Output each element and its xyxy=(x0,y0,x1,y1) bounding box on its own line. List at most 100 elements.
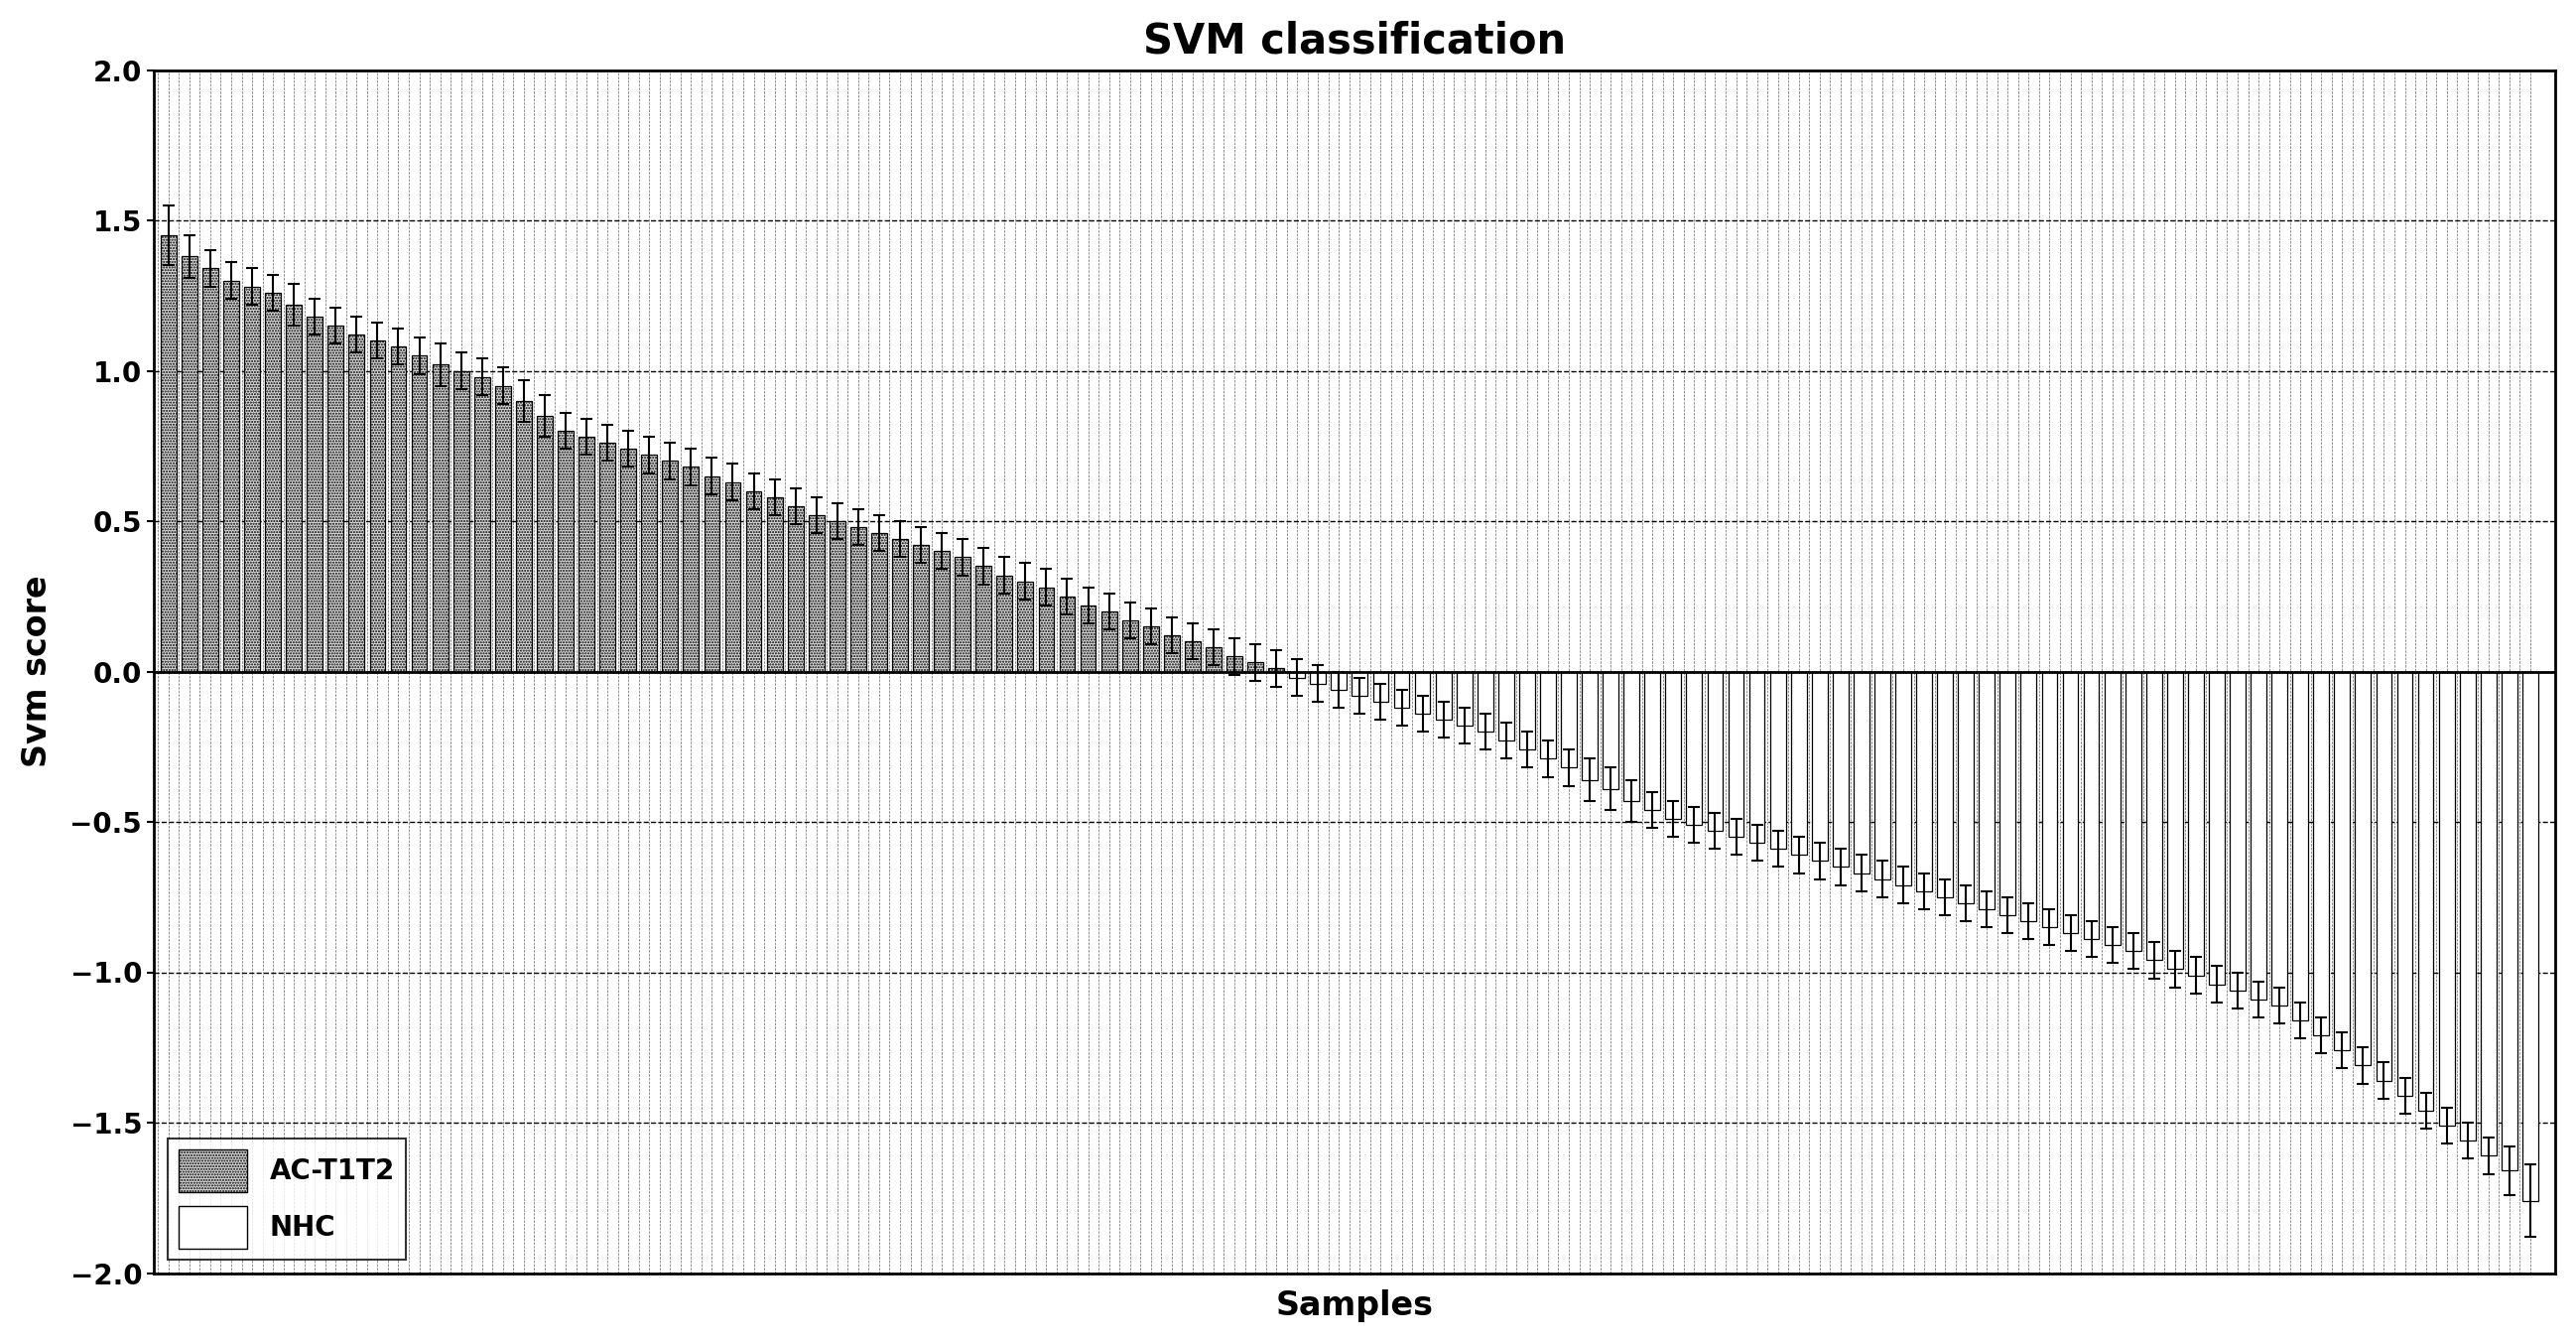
Bar xyxy=(1038,587,1054,672)
Bar xyxy=(768,497,783,672)
Bar xyxy=(1332,672,1347,689)
Bar xyxy=(2105,672,2120,945)
Bar xyxy=(1540,672,1556,759)
Bar xyxy=(703,475,719,672)
Bar xyxy=(2334,672,2349,1050)
Bar xyxy=(224,281,240,672)
Bar xyxy=(2293,672,2308,1021)
Bar xyxy=(956,557,971,672)
Bar xyxy=(724,482,742,672)
Bar xyxy=(2208,672,2226,984)
Bar xyxy=(433,365,448,672)
Bar xyxy=(1811,672,1826,861)
Bar xyxy=(412,356,428,672)
Bar xyxy=(1958,672,1973,902)
Bar xyxy=(1206,647,1221,672)
Bar xyxy=(2439,672,2455,1125)
Bar xyxy=(997,575,1012,672)
Bar xyxy=(160,235,175,672)
Bar xyxy=(683,467,698,672)
Bar xyxy=(2375,672,2391,1081)
Bar xyxy=(2398,672,2414,1096)
X-axis label: Samples: Samples xyxy=(1275,1289,1432,1323)
Bar xyxy=(912,545,930,672)
Bar xyxy=(474,377,489,672)
Bar xyxy=(1708,672,1723,831)
Bar xyxy=(495,385,510,672)
Bar xyxy=(2043,672,2058,927)
Bar xyxy=(515,400,531,672)
Bar xyxy=(2460,672,2476,1140)
Bar xyxy=(1875,672,1891,880)
Bar xyxy=(871,533,886,672)
Bar xyxy=(1832,672,1850,868)
Bar xyxy=(1100,611,1118,672)
Bar xyxy=(2419,672,2434,1111)
Bar xyxy=(1185,642,1200,672)
Bar xyxy=(1311,672,1327,684)
Bar xyxy=(1164,635,1180,672)
Bar xyxy=(850,528,866,672)
Bar xyxy=(1455,672,1471,725)
Bar xyxy=(1144,626,1159,672)
Bar xyxy=(2166,672,2182,970)
Bar xyxy=(2020,672,2038,921)
Bar xyxy=(265,293,281,672)
Bar xyxy=(976,567,992,672)
Bar xyxy=(935,551,951,672)
Bar xyxy=(1728,672,1744,837)
Bar xyxy=(1123,620,1139,672)
Bar xyxy=(1226,657,1242,672)
Bar xyxy=(747,492,762,672)
Bar xyxy=(307,317,322,672)
Bar xyxy=(809,516,824,672)
Bar xyxy=(1937,672,1953,897)
Bar xyxy=(2481,672,2496,1156)
Bar xyxy=(662,461,677,672)
Bar xyxy=(1499,672,1515,741)
Bar xyxy=(1896,672,1911,885)
Bar xyxy=(2501,672,2517,1171)
Bar xyxy=(1267,669,1283,672)
Bar xyxy=(453,371,469,672)
Bar xyxy=(559,431,574,672)
Bar xyxy=(392,346,407,672)
Bar xyxy=(1352,672,1368,696)
Bar xyxy=(2272,672,2287,1006)
Bar xyxy=(1018,582,1033,672)
Bar xyxy=(1394,672,1409,708)
Bar xyxy=(536,416,551,672)
Bar xyxy=(1978,672,1994,909)
Bar xyxy=(600,443,616,672)
Bar xyxy=(327,325,343,672)
Bar xyxy=(2313,672,2329,1035)
Bar xyxy=(1479,672,1494,732)
Bar xyxy=(1602,672,1618,788)
Bar xyxy=(1643,672,1662,810)
Bar xyxy=(1790,672,1806,855)
Bar xyxy=(180,257,198,672)
Bar xyxy=(245,286,260,672)
Bar xyxy=(2063,672,2079,933)
Bar xyxy=(788,506,804,672)
Bar xyxy=(2522,672,2537,1201)
Bar xyxy=(1288,672,1306,677)
Bar xyxy=(891,539,907,672)
Bar xyxy=(1999,672,2014,915)
Bar xyxy=(1373,672,1388,701)
Legend: AC-T1T2, NHC: AC-T1T2, NHC xyxy=(167,1138,407,1260)
Bar xyxy=(348,334,363,672)
Bar xyxy=(204,269,219,672)
Bar xyxy=(1855,672,1870,873)
Bar xyxy=(1770,672,1785,849)
Bar xyxy=(1749,672,1765,843)
Bar xyxy=(829,521,845,672)
Y-axis label: Svm score: Svm score xyxy=(21,575,54,768)
Bar xyxy=(1582,672,1597,780)
Bar xyxy=(2146,672,2161,960)
Bar xyxy=(371,341,386,672)
Bar xyxy=(621,449,636,672)
Bar xyxy=(1435,672,1450,720)
Bar xyxy=(641,455,657,672)
Bar xyxy=(2084,672,2099,939)
